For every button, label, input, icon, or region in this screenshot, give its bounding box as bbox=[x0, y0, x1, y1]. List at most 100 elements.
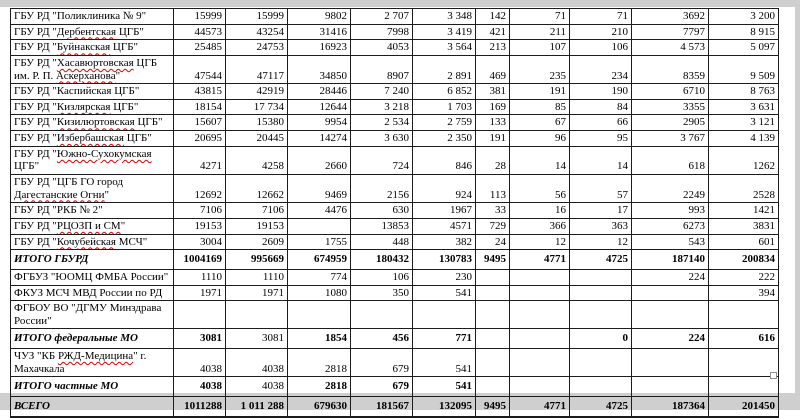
org-name-cell[interactable]: ФКУЗ МСЧ МВД России по РД bbox=[10, 284, 174, 302]
value-cell[interactable]: 469 bbox=[475, 54, 510, 85]
value-cell[interactable]: 456 bbox=[350, 328, 413, 350]
value-cell[interactable]: 993 bbox=[631, 202, 709, 219]
value-cell[interactable]: 616 bbox=[708, 328, 779, 350]
value-cell[interactable]: 71 bbox=[569, 8, 632, 25]
value-cell[interactable] bbox=[708, 300, 779, 330]
value-cell[interactable] bbox=[509, 300, 570, 330]
value-cell[interactable]: 19153 bbox=[173, 217, 226, 235]
value-cell[interactable]: 0 bbox=[569, 328, 632, 350]
value-cell[interactable]: 222 bbox=[708, 268, 779, 286]
value-cell[interactable]: 1967 bbox=[412, 202, 476, 219]
value-cell[interactable]: 4053 bbox=[350, 39, 413, 56]
value-cell[interactable]: 17 bbox=[569, 202, 632, 219]
value-cell[interactable]: 211 bbox=[509, 23, 570, 41]
value-cell[interactable]: 25485 bbox=[173, 39, 226, 56]
value-cell[interactable] bbox=[708, 376, 779, 398]
value-cell[interactable] bbox=[287, 300, 351, 330]
value-cell[interactable]: 381 bbox=[475, 83, 510, 100]
value-cell[interactable]: 541 bbox=[412, 284, 476, 302]
value-cell[interactable]: 17 734 bbox=[225, 98, 288, 116]
value-cell[interactable]: 14 bbox=[509, 145, 570, 176]
value-cell[interactable]: 9802 bbox=[287, 8, 351, 25]
value-cell[interactable]: 4771 bbox=[509, 396, 570, 418]
value-cell[interactable]: 187364 bbox=[631, 396, 709, 418]
value-cell[interactable]: 8 763 bbox=[708, 83, 779, 100]
value-cell[interactable]: 1854 bbox=[287, 328, 351, 350]
value-cell[interactable]: 6710 bbox=[631, 83, 709, 100]
value-cell[interactable] bbox=[569, 284, 632, 302]
value-cell[interactable] bbox=[708, 348, 779, 378]
value-cell[interactable]: 9495 bbox=[475, 249, 510, 270]
value-cell[interactable] bbox=[475, 284, 510, 302]
value-cell[interactable]: 7998 bbox=[350, 23, 413, 41]
value-cell[interactable]: 2 759 bbox=[412, 114, 476, 132]
value-cell[interactable] bbox=[475, 300, 510, 330]
value-cell[interactable]: 28446 bbox=[287, 83, 351, 100]
value-cell[interactable] bbox=[287, 217, 351, 235]
value-cell[interactable] bbox=[509, 328, 570, 350]
value-cell[interactable]: 2 534 bbox=[350, 114, 413, 132]
value-cell[interactable] bbox=[569, 376, 632, 398]
value-cell[interactable] bbox=[173, 300, 226, 330]
org-name-cell[interactable]: ИТОГО частные МО bbox=[10, 376, 174, 398]
value-cell[interactable]: 1 703 bbox=[412, 98, 476, 116]
value-cell[interactable]: 190 bbox=[569, 83, 632, 100]
value-cell[interactable]: 5 097 bbox=[708, 39, 779, 56]
value-cell[interactable]: 3004 bbox=[173, 233, 226, 251]
value-cell[interactable]: 71 bbox=[509, 8, 570, 25]
value-cell[interactable]: 201450 bbox=[708, 396, 779, 418]
value-cell[interactable]: 618 bbox=[631, 145, 709, 176]
org-name-cell[interactable]: ГБУ РД "Кизилюртовская ЦГБ" bbox=[10, 114, 174, 132]
value-cell[interactable]: 15380 bbox=[225, 114, 288, 132]
value-cell[interactable]: 995669 bbox=[225, 249, 288, 270]
value-cell[interactable]: 4771 bbox=[509, 249, 570, 270]
value-cell[interactable]: 601 bbox=[708, 233, 779, 251]
value-cell[interactable]: 8907 bbox=[350, 54, 413, 85]
value-cell[interactable]: 541 bbox=[412, 376, 476, 398]
org-name-cell[interactable]: ГБУ РД "Дербентская ЦГБ" bbox=[10, 23, 174, 41]
value-cell[interactable]: 4725 bbox=[569, 249, 632, 270]
value-cell[interactable]: 16923 bbox=[287, 39, 351, 56]
value-cell[interactable] bbox=[631, 348, 709, 378]
value-cell[interactable]: 2 707 bbox=[350, 8, 413, 25]
value-cell[interactable]: 13853 bbox=[350, 217, 413, 235]
value-cell[interactable]: 679 bbox=[350, 348, 413, 378]
value-cell[interactable]: 213 bbox=[475, 39, 510, 56]
value-cell[interactable]: 234 bbox=[569, 54, 632, 85]
value-cell[interactable]: 1080 bbox=[287, 284, 351, 302]
value-cell[interactable]: 3081 bbox=[173, 328, 226, 350]
value-cell[interactable]: 67 bbox=[509, 114, 570, 132]
value-cell[interactable]: 774 bbox=[287, 268, 351, 286]
value-cell[interactable]: 235 bbox=[509, 54, 570, 85]
org-name-cell[interactable]: ГБУ РД "Буйнакская ЦГБ" bbox=[10, 39, 174, 56]
value-cell[interactable]: 4476 bbox=[287, 202, 351, 219]
value-cell[interactable]: 1262 bbox=[708, 145, 779, 176]
value-cell[interactable]: 4258 bbox=[225, 145, 288, 176]
value-cell[interactable]: 4038 bbox=[173, 376, 226, 398]
value-cell[interactable]: 9469 bbox=[287, 174, 351, 204]
value-cell[interactable]: 4271 bbox=[173, 145, 226, 176]
org-name-cell[interactable]: ГБУ РД "Кочубейская МСЧ" bbox=[10, 233, 174, 251]
value-cell[interactable]: 3 200 bbox=[708, 8, 779, 25]
org-name-cell[interactable]: ФГБОУ ВО "ДГМУ Минздрава России" bbox=[10, 300, 174, 330]
org-name-cell[interactable]: ГБУ РД "Избербашская ЦГБ" bbox=[10, 130, 174, 147]
value-cell[interactable]: 2156 bbox=[350, 174, 413, 204]
value-cell[interactable]: 2 891 bbox=[412, 54, 476, 85]
value-cell[interactable]: 47117 bbox=[225, 54, 288, 85]
value-cell[interactable]: 84 bbox=[569, 98, 632, 116]
value-cell[interactable]: 16 bbox=[509, 202, 570, 219]
value-cell[interactable]: 106 bbox=[350, 268, 413, 286]
value-cell[interactable]: 2905 bbox=[631, 114, 709, 132]
value-cell[interactable]: 12692 bbox=[173, 174, 226, 204]
value-cell[interactable]: 8 915 bbox=[708, 23, 779, 41]
value-cell[interactable]: 3 121 bbox=[708, 114, 779, 132]
value-cell[interactable]: 3 630 bbox=[350, 130, 413, 147]
value-cell[interactable]: 448 bbox=[350, 233, 413, 251]
value-cell[interactable]: 4 139 bbox=[708, 130, 779, 147]
value-cell[interactable]: 130783 bbox=[412, 249, 476, 270]
value-cell[interactable]: 42919 bbox=[225, 83, 288, 100]
value-cell[interactable]: 3 564 bbox=[412, 39, 476, 56]
value-cell[interactable]: 12644 bbox=[287, 98, 351, 116]
value-cell[interactable]: 4038 bbox=[173, 348, 226, 378]
value-cell[interactable]: 24 bbox=[475, 233, 510, 251]
